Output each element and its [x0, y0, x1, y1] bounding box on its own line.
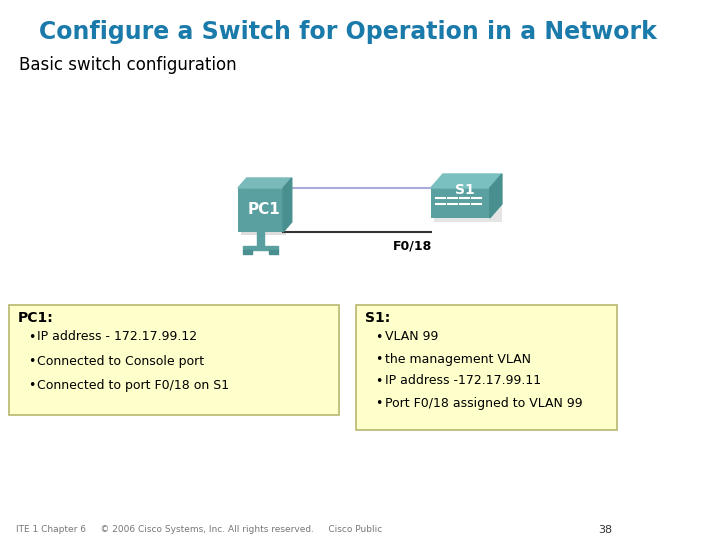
- Text: S1:: S1:: [365, 311, 390, 325]
- Polygon shape: [283, 178, 292, 232]
- Polygon shape: [257, 232, 264, 246]
- Text: •: •: [375, 330, 382, 343]
- Text: Basic switch configuration: Basic switch configuration: [19, 56, 237, 74]
- Polygon shape: [243, 246, 278, 250]
- Text: PC1: PC1: [248, 202, 280, 218]
- Text: •: •: [28, 379, 35, 392]
- Polygon shape: [238, 178, 292, 188]
- Polygon shape: [269, 250, 278, 254]
- Text: •: •: [375, 375, 382, 388]
- Polygon shape: [243, 250, 252, 254]
- Text: Connected to Console port: Connected to Console port: [37, 354, 204, 368]
- Text: S1: S1: [455, 183, 474, 197]
- Text: PC1:: PC1:: [17, 311, 53, 325]
- Text: IP address -172.17.99.11: IP address -172.17.99.11: [384, 375, 541, 388]
- Text: Port F0/18 assigned to VLAN 99: Port F0/18 assigned to VLAN 99: [384, 396, 582, 409]
- Polygon shape: [490, 174, 502, 218]
- FancyBboxPatch shape: [238, 188, 283, 232]
- Text: F0/18: F0/18: [393, 240, 432, 253]
- Text: VLAN 99: VLAN 99: [384, 330, 438, 343]
- FancyBboxPatch shape: [434, 192, 502, 222]
- FancyBboxPatch shape: [431, 188, 490, 218]
- FancyBboxPatch shape: [356, 305, 616, 430]
- Text: •: •: [28, 330, 35, 343]
- FancyBboxPatch shape: [240, 191, 286, 235]
- Text: IP address - 172.17.99.12: IP address - 172.17.99.12: [37, 330, 197, 343]
- FancyBboxPatch shape: [9, 305, 338, 415]
- Text: 38: 38: [598, 525, 612, 535]
- Polygon shape: [431, 174, 502, 188]
- Text: ITE 1 Chapter 6     © 2006 Cisco Systems, Inc. All rights reserved.     Cisco Pu: ITE 1 Chapter 6 © 2006 Cisco Systems, In…: [16, 525, 382, 535]
- Text: •: •: [375, 353, 382, 366]
- Text: Configure a Switch for Operation in a Network: Configure a Switch for Operation in a Ne…: [39, 20, 657, 44]
- Text: Connected to port F0/18 on S1: Connected to port F0/18 on S1: [37, 379, 230, 392]
- Text: •: •: [28, 354, 35, 368]
- Text: the management VLAN: the management VLAN: [384, 353, 531, 366]
- Text: •: •: [375, 396, 382, 409]
